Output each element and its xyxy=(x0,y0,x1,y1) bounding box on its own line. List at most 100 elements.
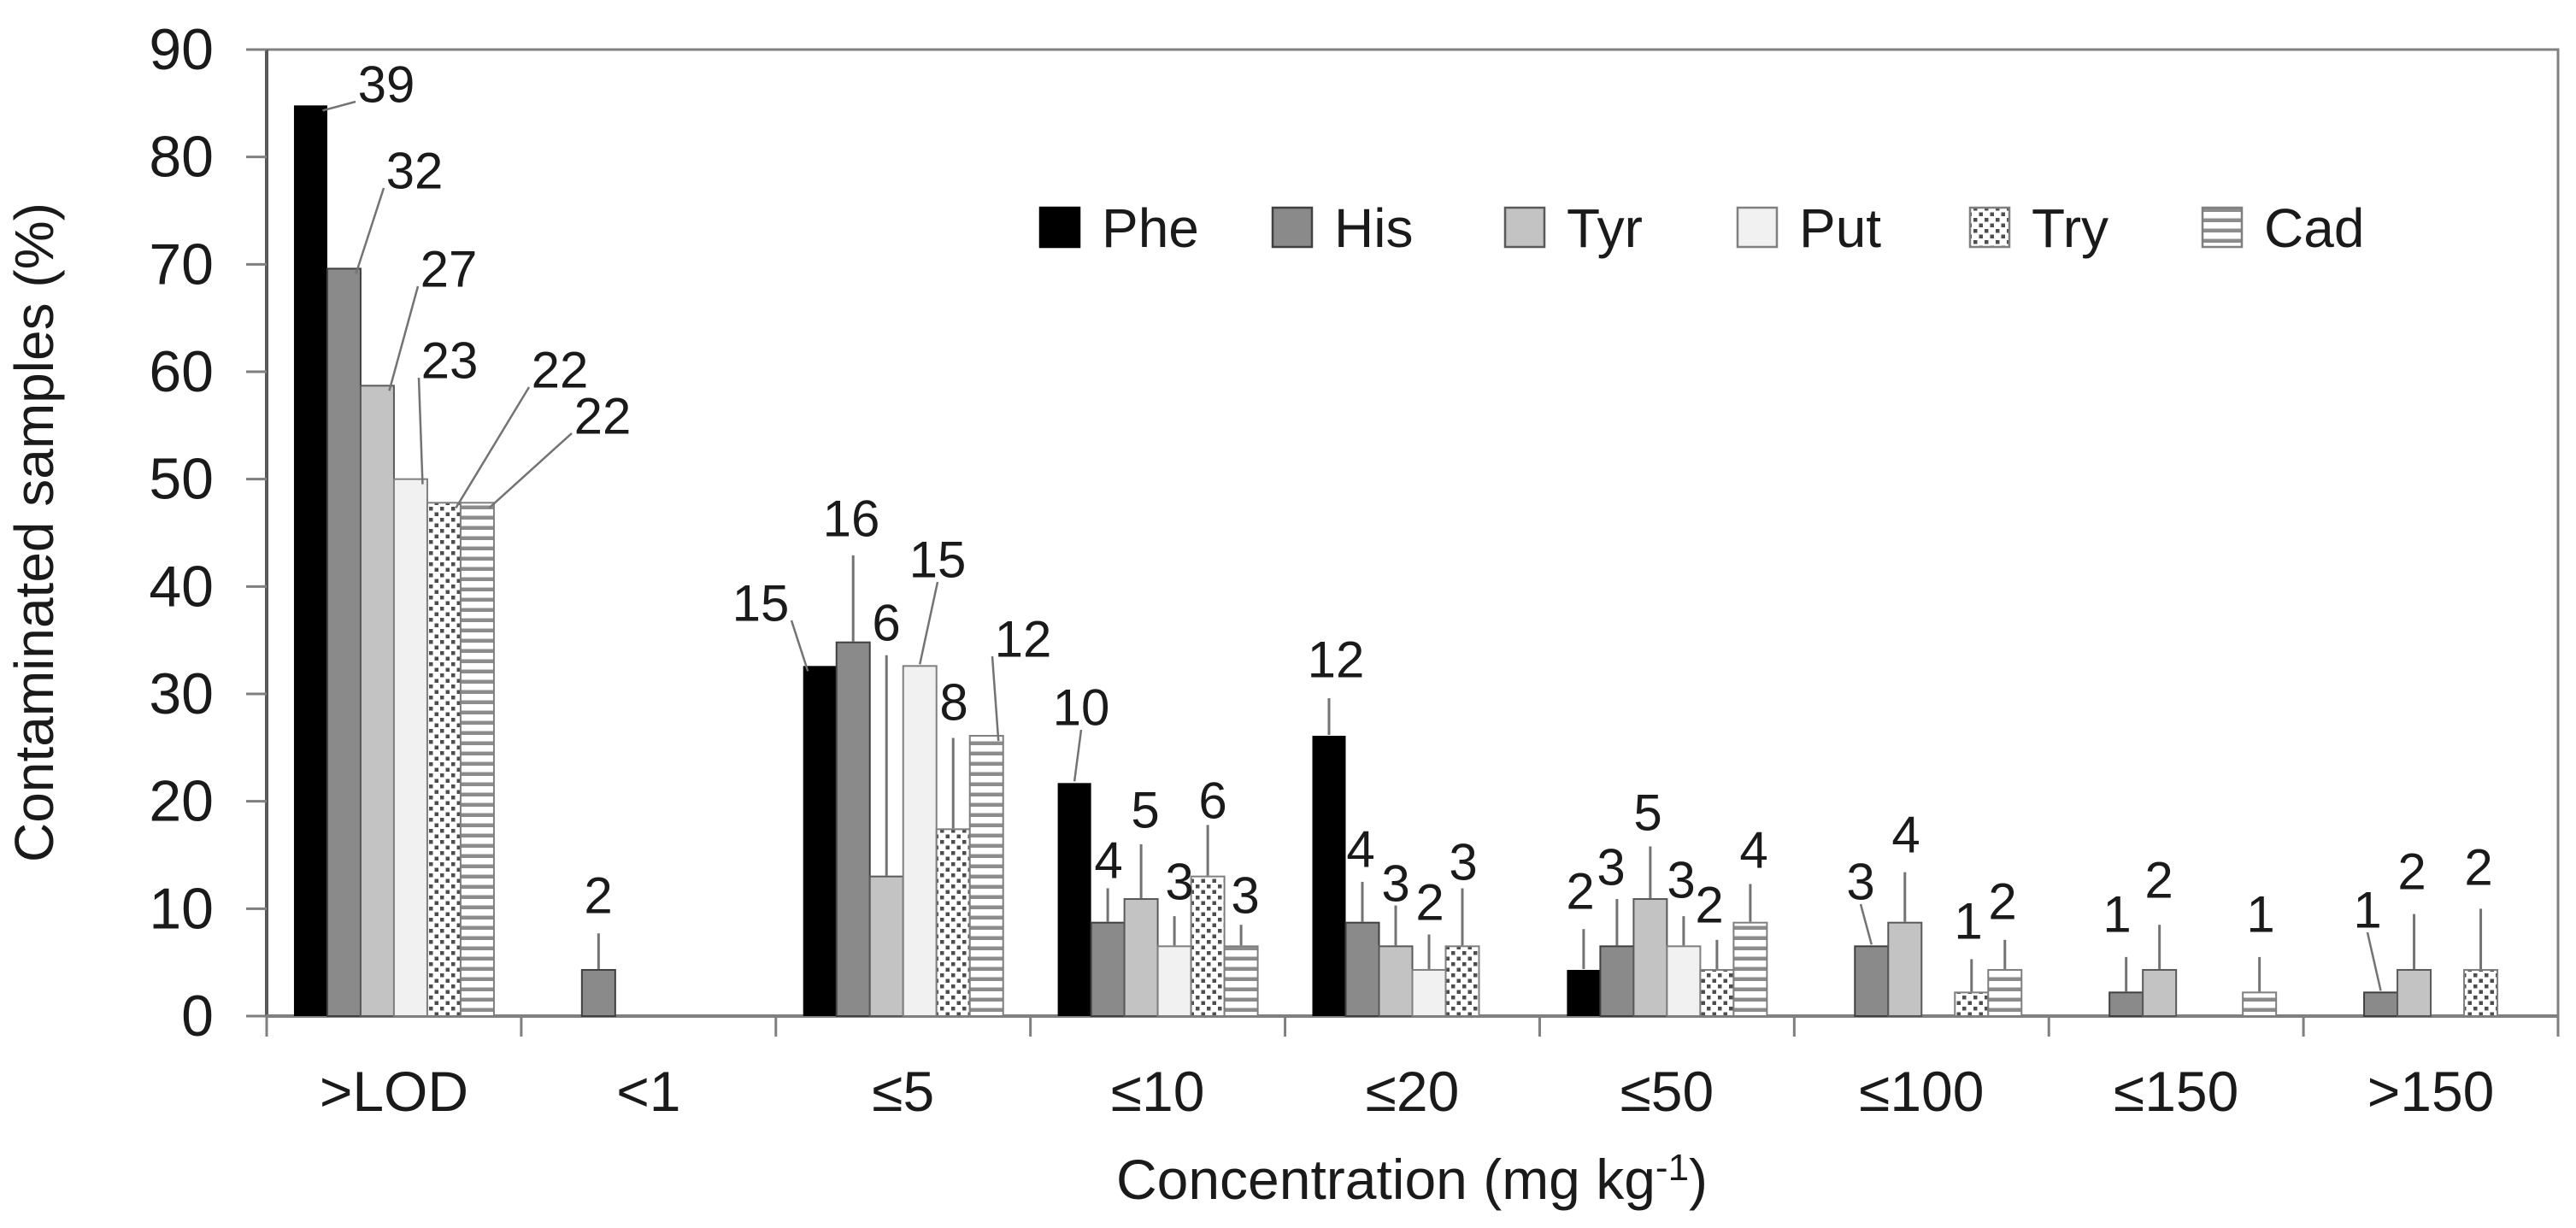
bar-count-label: 3 xyxy=(1846,854,1874,911)
bar-count-label: 27 xyxy=(421,241,478,298)
bar-His-≤10 xyxy=(1090,921,1126,1018)
y-axis-title: Contaminated samples (%) xyxy=(3,203,65,862)
leader-line xyxy=(355,187,385,274)
x-category-label: ≤5 xyxy=(872,1060,934,1123)
bar-count-label: 3 xyxy=(1381,855,1409,913)
leader-line xyxy=(991,655,1000,742)
leader-line xyxy=(322,100,356,112)
legend-label-Tyr: Tyr xyxy=(1567,197,1643,259)
bar-His->LOD xyxy=(326,267,362,1017)
bar-Try-≤20 xyxy=(1444,945,1480,1017)
legend-label-Put: Put xyxy=(1799,197,1881,259)
y-tick-label: 90 xyxy=(149,17,214,82)
bar-Cad-≤100 xyxy=(1987,968,2023,1018)
legend: Phe His Tyr Put Try Cad xyxy=(1038,197,2364,259)
axis-titles: Contaminated samples (%) Concentration (m… xyxy=(3,203,1708,1211)
legend-item-Put: Put xyxy=(1736,197,1881,259)
bar-count-label: 39 xyxy=(358,56,415,114)
bar-count-label: 23 xyxy=(421,332,479,390)
legend-swatch-His xyxy=(1271,206,1314,249)
bar-Put-≤20 xyxy=(1411,968,1447,1018)
legend-item-His: His xyxy=(1271,197,1413,259)
bar-Tyr-≤10 xyxy=(1123,898,1159,1017)
y-axis: 0 10 20 30 40 50 60 70 80 90 xyxy=(149,17,267,1049)
bar-count-label: 5 xyxy=(1131,782,1159,839)
bar-Put-≤50 xyxy=(1666,945,1702,1017)
bar-Phe-≤5 xyxy=(803,666,837,1016)
bar-Try-≤5 xyxy=(935,828,971,1018)
x-category-label: ≤10 xyxy=(1111,1060,1205,1123)
x-category-label: ≤150 xyxy=(2114,1060,2238,1123)
y-tick-label: 60 xyxy=(149,339,214,404)
bar-Tyr-≤20 xyxy=(1378,945,1414,1017)
bar-Put-≤5 xyxy=(902,665,938,1017)
bar-count-label: 4 xyxy=(1739,822,1767,879)
bar-His-<1 xyxy=(580,968,616,1018)
bar-count-label: 1 xyxy=(2103,886,2131,943)
x-axis: >LOD <1 ≤5 ≤10 ≤20 ≤50 ≤100 ≤150 >150 xyxy=(265,1016,2560,1123)
bar-Try->150 xyxy=(2463,968,2499,1018)
bar-Phe-≤50 xyxy=(1567,969,1601,1016)
leader-line xyxy=(790,620,809,672)
bar-count-label: 1 xyxy=(2353,882,2381,939)
x-category-label: >LOD xyxy=(320,1060,468,1123)
y-tick-label: 50 xyxy=(149,447,214,512)
y-tick-label: 70 xyxy=(149,232,214,297)
x-category-label: >150 xyxy=(2367,1060,2495,1123)
bar-count-label: 15 xyxy=(732,575,790,632)
bar-Put-≤10 xyxy=(1156,945,1192,1017)
bar-count-label: 6 xyxy=(872,595,900,652)
legend-item-Cad: Cad xyxy=(2201,197,2364,259)
y-tick-label: 40 xyxy=(149,554,214,619)
bar-count-label: 2 xyxy=(2464,839,2492,896)
leader-line xyxy=(388,285,420,391)
legend-swatch-Put xyxy=(1736,206,1779,249)
bar-His-≤50 xyxy=(1599,945,1635,1017)
legend-swatch-Try xyxy=(1968,206,2011,249)
bar-count-label: 1 xyxy=(2246,886,2274,943)
x-category-label: ≤20 xyxy=(1366,1060,1460,1123)
leader-line xyxy=(1073,729,1083,782)
y-tick-label: 80 xyxy=(149,125,214,190)
bar-Try->LOD xyxy=(426,502,462,1017)
bar-count-label: 1 xyxy=(1954,893,1982,950)
bar-count-label: 16 xyxy=(823,491,880,548)
legend-label-Try: Try xyxy=(2032,197,2108,259)
bar-Phe-≤20 xyxy=(1312,736,1346,1016)
bar-Cad-≤5 xyxy=(968,735,1004,1017)
bar-His->150 xyxy=(2363,991,2399,1018)
legend-swatch-Phe xyxy=(1038,206,1081,249)
bar-count-label: 32 xyxy=(386,143,444,200)
bar-Cad-≤10 xyxy=(1223,945,1259,1017)
bars-layer xyxy=(293,105,2499,1018)
bar-His-≤5 xyxy=(835,641,871,1017)
bar-count-label: 12 xyxy=(1308,632,1365,689)
bar-count-label: 22 xyxy=(574,388,632,445)
y-tick-label: 20 xyxy=(149,769,214,834)
bar-count-label: 2 xyxy=(1695,877,1723,934)
bar-count-label: 3 xyxy=(1449,834,1477,891)
y-tick-label: 30 xyxy=(149,661,214,726)
leader-line xyxy=(488,432,573,509)
legend-swatch-Tyr xyxy=(1503,206,1546,249)
bar-count-label: 8 xyxy=(939,674,967,732)
bar-count-label: 2 xyxy=(2397,843,2426,901)
bar-Cad-≤150 xyxy=(2242,991,2278,1018)
bar-His-≤20 xyxy=(1344,921,1380,1018)
leader-line xyxy=(1859,903,1873,945)
bar-Tyr->LOD xyxy=(359,385,395,1017)
x-category-label: ≤100 xyxy=(1859,1060,1984,1123)
bar-count-label: 2 xyxy=(1415,874,1444,931)
bar-count-label: 6 xyxy=(1198,773,1226,830)
legend-label-Phe: Phe xyxy=(1102,197,1199,259)
bar-count-label: 3 xyxy=(1667,852,1695,909)
bar-count-label: 3 xyxy=(1597,839,1625,896)
legend-item-Tyr: Tyr xyxy=(1503,197,1643,259)
bar-count-label: 4 xyxy=(1346,821,1374,878)
bar-count-label: 2 xyxy=(1566,863,1594,920)
x-category-label: ≤50 xyxy=(1620,1060,1714,1123)
y-tick-label: 0 xyxy=(181,984,214,1049)
bar-count-label: 22 xyxy=(532,342,589,399)
